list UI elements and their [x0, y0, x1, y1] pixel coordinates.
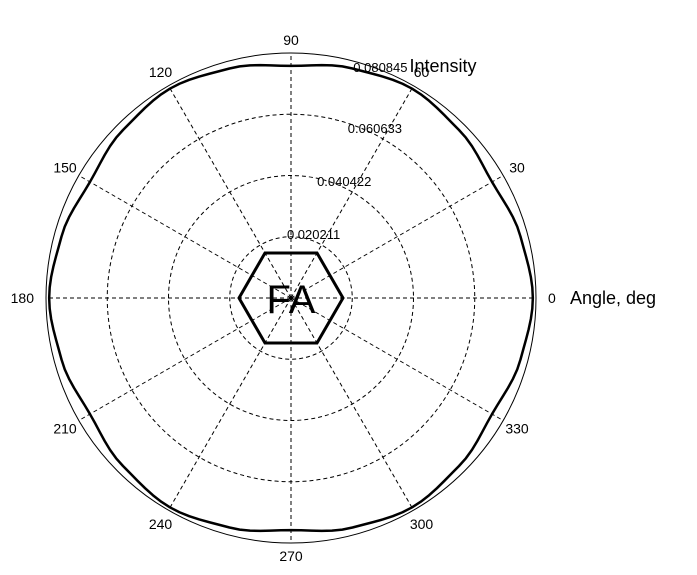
grid-spoke-150 — [78, 175, 292, 299]
polar-series-layer — [47, 63, 535, 533]
grid-spoke-330 — [290, 297, 504, 421]
grid-spoke-120 — [168, 85, 292, 299]
angle-tick-300: 300 — [410, 516, 434, 532]
angle-tick-330: 330 — [505, 421, 529, 437]
angle-tick-120: 120 — [149, 64, 173, 80]
angle-tick-180: 180 — [11, 290, 35, 306]
grid-spoke-240 — [168, 297, 292, 511]
angle-tick-150: 150 — [53, 160, 77, 176]
hexagon-marker — [237, 251, 345, 345]
grid-spoke-210 — [78, 297, 292, 421]
outer-circle — [45, 52, 537, 544]
angle-tick-270: 270 — [279, 548, 303, 564]
angle-tick-30: 30 — [509, 160, 525, 176]
radial-tick-1: 0.020211 — [287, 227, 340, 242]
angle-tick-240: 240 — [149, 516, 173, 532]
grid-spoke-60 — [290, 85, 414, 299]
angle-tick-210: 210 — [53, 421, 77, 437]
center-marker: FA — [237, 251, 345, 345]
angle-tick-60: 60 — [414, 64, 430, 80]
angle-tick-0: 0 — [548, 290, 556, 306]
center-label: FA — [267, 278, 316, 322]
angle-tick-90: 90 — [283, 32, 299, 48]
grid-spoke-300 — [290, 297, 414, 511]
series-line-1 — [47, 63, 535, 533]
radial-tick-2: 0.040422 — [317, 174, 371, 189]
radial-axis-label: Intensity — [410, 56, 477, 76]
grid-ring-1 — [229, 236, 353, 360]
radial-tick-4: 0.080845 — [353, 60, 407, 75]
angle-axis-label: Angle, deg — [570, 288, 656, 308]
radial-tick-3: 0.060633 — [348, 121, 402, 136]
grid-spoke-30 — [290, 175, 504, 299]
tick-labels: 0 30 60 90 120 150 180 210 240 270 300 330 0.020211 0… — [11, 32, 556, 564]
polar-grid — [45, 52, 537, 544]
